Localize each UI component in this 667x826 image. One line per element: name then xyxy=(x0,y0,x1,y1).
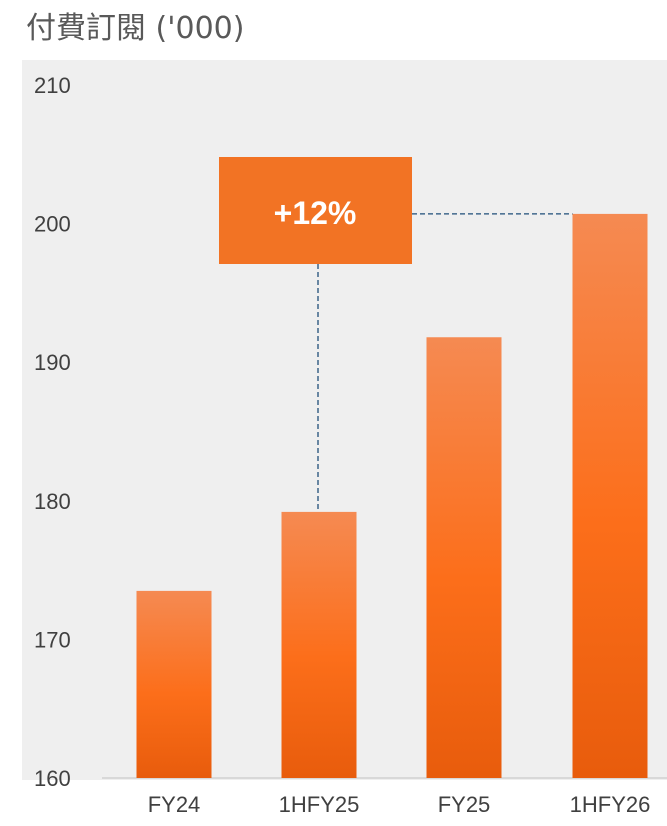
bar-1hfy26 xyxy=(572,213,648,778)
x-tick-label: FY24 xyxy=(148,792,201,817)
bars xyxy=(136,213,648,778)
callout-box xyxy=(219,157,412,264)
bar-1hfy25 xyxy=(281,511,357,778)
y-tick-label: 190 xyxy=(34,350,71,375)
y-tick-label: 210 xyxy=(34,73,71,98)
callout-label: +12% xyxy=(274,195,357,231)
x-tick-label: 1HFY25 xyxy=(279,792,360,817)
growth-callout: +12% xyxy=(219,157,412,264)
y-tick-label: 200 xyxy=(34,212,71,237)
x-tick-label: FY25 xyxy=(438,792,491,817)
y-tick-label: 160 xyxy=(34,766,71,791)
annotation-connectors xyxy=(317,213,573,512)
y-axis: 160 170 180 190 200 210 xyxy=(34,73,71,791)
x-tick-label: 1HFY26 xyxy=(570,792,651,817)
bar-fy24 xyxy=(136,590,212,778)
x-axis: FY24 1HFY25 FY25 1HFY26 xyxy=(148,792,651,817)
y-tick-label: 180 xyxy=(34,489,71,514)
bar-fy25 xyxy=(426,337,502,778)
y-tick-label: 170 xyxy=(34,627,71,652)
chart-title: 付費訂閱 ('000) xyxy=(26,11,244,46)
